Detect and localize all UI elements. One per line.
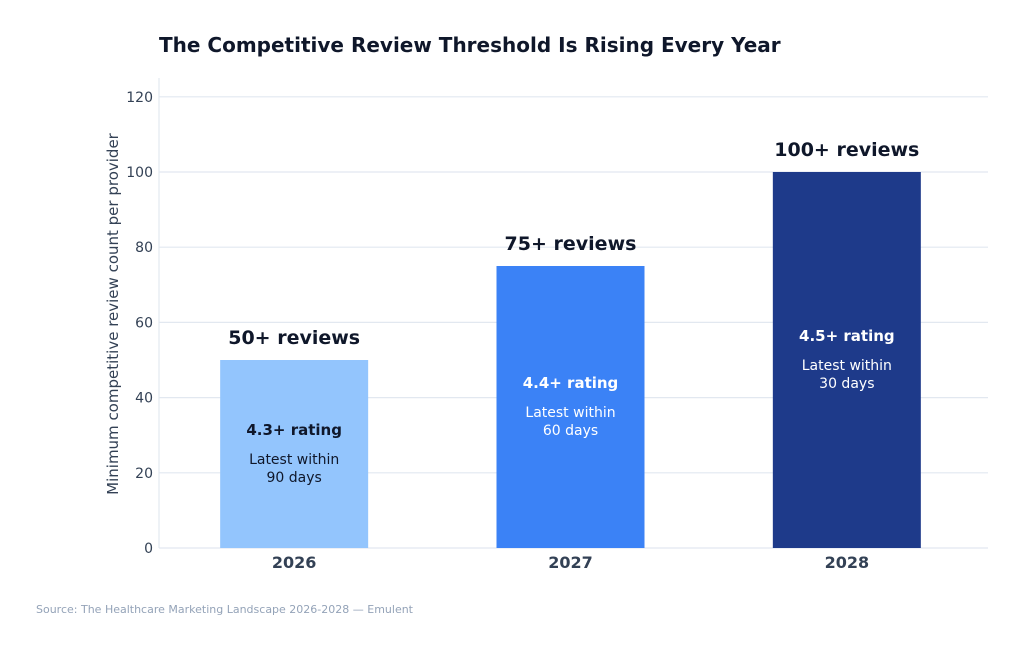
bars: 50+ reviews 4.3+ rating Latest within 90 da…	[220, 139, 921, 572]
bar-2026	[220, 360, 369, 548]
recency-label: Latest within	[525, 405, 615, 421]
y-tick-label: 40	[135, 391, 153, 407]
recency-label: 60 days	[543, 423, 598, 439]
x-tick-label: 2027	[548, 553, 593, 572]
y-axis-ticks: 0 20 40 60 80 100 120	[126, 90, 153, 557]
y-tick-label: 80	[135, 240, 153, 256]
bar-top-label: 75+ reviews	[505, 233, 637, 255]
x-tick-label: 2028	[825, 553, 870, 572]
rating-label: 4.3+ rating	[246, 421, 342, 439]
bar-top-label: 50+ reviews	[228, 327, 360, 349]
y-tick-label: 100	[126, 165, 153, 181]
source-note: Source: The Healthcare Marketing Landsca…	[36, 603, 414, 616]
recency-label: 30 days	[819, 376, 874, 392]
recency-label: Latest within	[802, 358, 892, 374]
chart-title: The Competitive Review Threshold Is Risi…	[159, 33, 781, 57]
y-tick-label: 20	[135, 466, 153, 482]
y-tick-label: 120	[126, 90, 153, 106]
y-axis-label: Minimum competitive review count per pro…	[104, 132, 122, 495]
recency-label: 90 days	[267, 470, 322, 486]
bar-2028	[772, 172, 921, 548]
bar-top-label: 100+ reviews	[774, 139, 919, 161]
bar-2027	[496, 266, 645, 548]
rating-label: 4.5+ rating	[799, 327, 895, 345]
y-tick-label: 60	[135, 315, 153, 331]
rating-label: 4.4+ rating	[523, 374, 619, 392]
y-tick-label: 0	[144, 541, 153, 557]
x-tick-label: 2026	[272, 553, 317, 572]
recency-label: Latest within	[249, 452, 339, 468]
